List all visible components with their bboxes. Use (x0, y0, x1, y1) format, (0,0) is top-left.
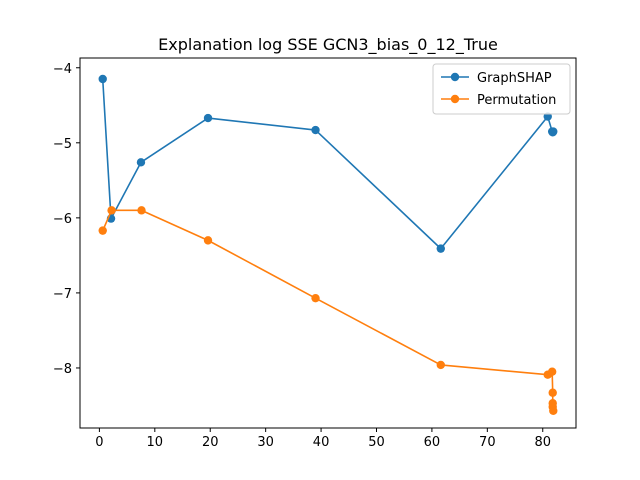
data-point (547, 367, 557, 376)
data-point (436, 360, 445, 370)
data-point (548, 388, 557, 397)
y-tick-label: −7 (53, 287, 72, 302)
plot-frame (79, 57, 577, 429)
y-tick-label: −8 (53, 362, 72, 377)
x-tick-label: 60 (424, 435, 441, 450)
x-tick-label: 0 (95, 435, 103, 450)
legend-label: Permutation (477, 93, 556, 108)
legend: GraphSHAP Permutation (432, 63, 571, 115)
plot-area (98, 74, 558, 415)
legend-item: Permutation (441, 93, 556, 108)
data-point (549, 127, 558, 136)
chart-title: Explanation log SSE GCN3_bias_0_12_True (158, 35, 498, 55)
series-permutation (98, 206, 558, 415)
x-tick-label: 40 (313, 435, 330, 450)
data-point (311, 125, 320, 135)
data-point (137, 206, 146, 215)
x-axis: 0 10 20 30 40 50 60 70 80 (95, 428, 551, 450)
series-line (101, 209, 555, 411)
x-tick-label: 80 (534, 435, 551, 450)
y-tick-label: −4 (53, 62, 72, 77)
y-axis: −4 −5 −6 −7 −8 (53, 62, 80, 377)
data-point (436, 244, 445, 253)
x-tick-label: 50 (368, 435, 385, 450)
legend-marker (450, 72, 460, 82)
data-point (203, 113, 213, 123)
legend-item: GraphSHAP (441, 71, 552, 86)
x-tick-label: 70 (479, 435, 496, 450)
x-tick-label: 20 (202, 435, 219, 450)
data-point (311, 293, 320, 303)
x-tick-label: 30 (257, 435, 274, 450)
data-point (98, 74, 107, 84)
legend-label: GraphSHAP (477, 71, 552, 86)
data-point (203, 236, 213, 245)
data-point (107, 206, 116, 215)
data-point (136, 158, 146, 167)
y-tick-label: −5 (53, 137, 72, 152)
y-tick-label: −6 (53, 212, 72, 227)
data-point (549, 406, 558, 415)
x-tick-label: 10 (147, 435, 164, 450)
data-point (98, 226, 107, 235)
series-graphshap (98, 74, 558, 253)
legend-marker (450, 94, 460, 104)
